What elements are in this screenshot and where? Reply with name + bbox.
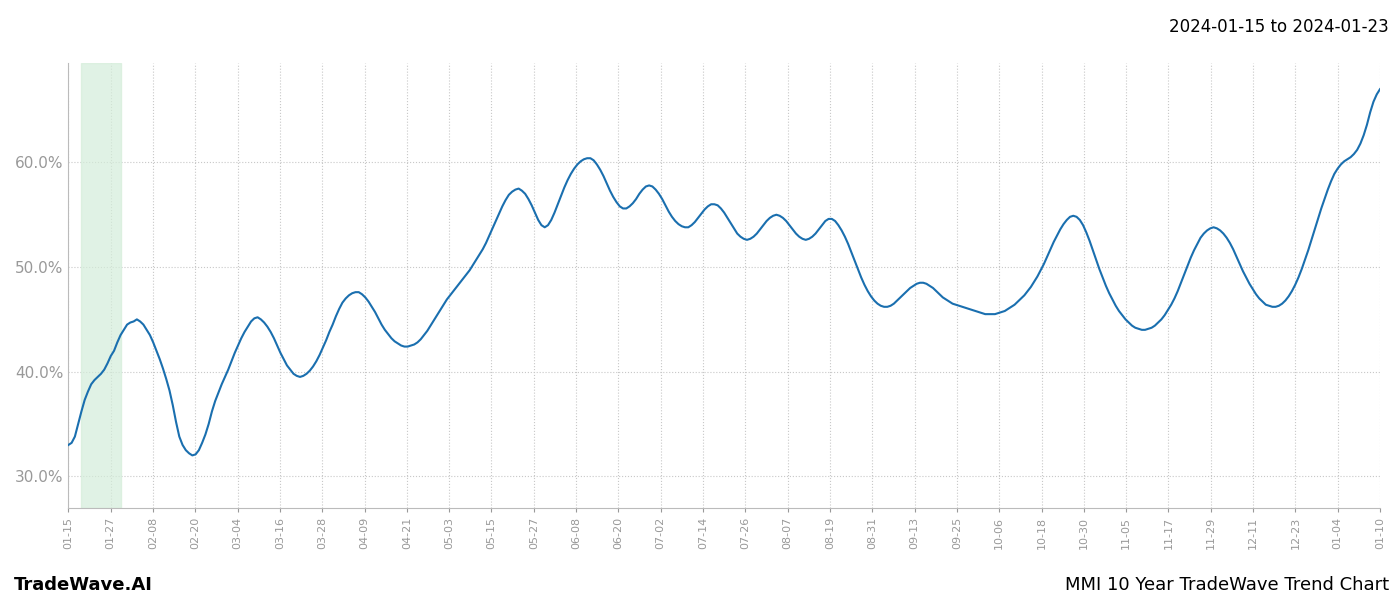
Bar xyxy=(81,63,120,508)
Text: 2024-01-15 to 2024-01-23: 2024-01-15 to 2024-01-23 xyxy=(1169,18,1389,36)
Text: TradeWave.AI: TradeWave.AI xyxy=(14,576,153,594)
Text: MMI 10 Year TradeWave Trend Chart: MMI 10 Year TradeWave Trend Chart xyxy=(1064,576,1389,594)
